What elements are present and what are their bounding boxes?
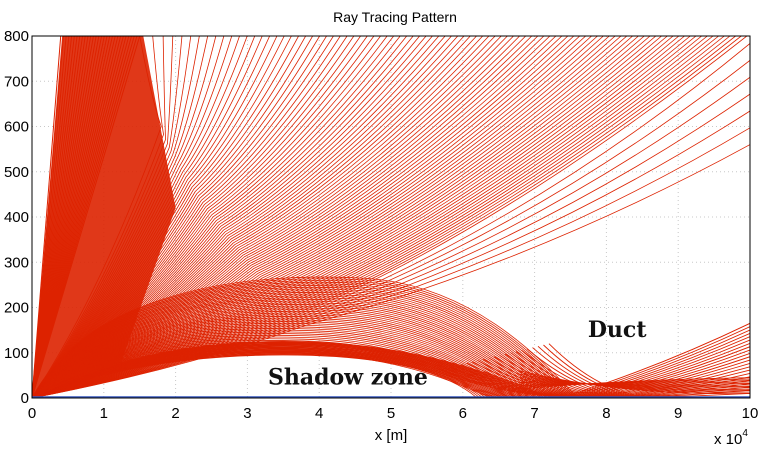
ray-bending xyxy=(32,36,209,398)
ray-trapped xyxy=(32,278,577,398)
y-tick-label: 100 xyxy=(4,345,29,362)
ray-lines xyxy=(32,36,750,398)
y-tick-label: 800 xyxy=(4,28,29,45)
ray-trapped xyxy=(32,298,553,398)
y-tick-label: 600 xyxy=(4,119,29,136)
ray-bending xyxy=(32,36,465,398)
ray-bending xyxy=(32,127,750,398)
ray-trapped xyxy=(32,304,547,398)
ray-bending xyxy=(32,36,557,398)
ray-bending xyxy=(32,36,217,398)
ray-bending xyxy=(32,36,616,398)
annotation-label: Shadow zone xyxy=(268,364,428,390)
x-tick-label: 7 xyxy=(530,405,538,422)
chart-title: Ray Tracing Pattern xyxy=(333,9,457,25)
ray-trapped xyxy=(32,295,557,398)
y-tick-label: 500 xyxy=(4,164,29,181)
ray-trapped xyxy=(32,309,541,398)
y-tick-labels: 0 100 200 300 400 500 600 700 800 xyxy=(4,28,29,407)
ray-trapped xyxy=(32,297,555,398)
plot-frame xyxy=(31,35,751,399)
ray-bending xyxy=(32,36,742,398)
x-multiplier-base: x 10 xyxy=(714,431,742,448)
ray-bending xyxy=(32,36,520,398)
ray-trapped xyxy=(32,316,533,398)
ray-duct-low xyxy=(520,376,750,389)
annotation-label: Duct xyxy=(588,317,647,343)
ray-bending xyxy=(32,36,166,398)
ray-duct-low xyxy=(520,381,750,385)
ray-bending xyxy=(32,36,225,398)
ray-bending xyxy=(32,36,183,398)
x-tick-labels: 0 1 2 3 4 5 6 7 8 9 10 xyxy=(28,405,759,422)
ray-trapped xyxy=(32,319,529,398)
y-tick-label: 400 xyxy=(4,209,29,226)
ray-bending xyxy=(32,36,545,398)
ray-trapped xyxy=(32,314,535,398)
ray-duct-low xyxy=(520,375,750,390)
ray-bending xyxy=(32,36,200,398)
x-tick-label: 10 xyxy=(742,405,759,422)
ray-trapped xyxy=(32,286,567,398)
ray-trapped xyxy=(32,307,543,398)
x-multiplier-exponent: 4 xyxy=(742,428,748,439)
ray-duct-low xyxy=(520,380,750,387)
x-tick-label: 9 xyxy=(674,405,682,422)
annotations: Duct Shadow zone xyxy=(268,317,647,391)
ray-trapped xyxy=(32,317,531,398)
x-tick-label: 6 xyxy=(459,405,467,422)
ray-bending xyxy=(32,76,750,398)
x-tick-label: 1 xyxy=(100,405,108,422)
ray-trapped xyxy=(32,280,575,398)
ray-trapped xyxy=(32,281,573,398)
x-tick-label: 4 xyxy=(315,405,323,422)
ray-bending xyxy=(32,36,736,398)
ray-bending xyxy=(32,36,162,398)
y-tick-label: 200 xyxy=(4,300,29,317)
ray-duct-low xyxy=(520,381,750,385)
x-tick-label: 2 xyxy=(171,405,179,422)
ray-trapped xyxy=(32,312,537,398)
x-axis-label: x [m] xyxy=(375,427,408,444)
ray-duct-low xyxy=(520,372,750,393)
x-tick-label: 5 xyxy=(387,405,395,422)
ray-duct-low xyxy=(520,378,750,388)
y-tick-label: 700 xyxy=(4,73,29,90)
ray-trapped xyxy=(32,300,551,398)
ray-trapped xyxy=(32,292,561,398)
x-tick-label: 8 xyxy=(602,405,610,422)
ray-bending xyxy=(32,36,164,398)
ray-duct-low xyxy=(520,377,750,390)
ray-duct-low xyxy=(520,370,750,395)
ray-bending xyxy=(32,36,604,398)
x-multiplier: x 104 xyxy=(714,428,748,448)
x-tick-label: 3 xyxy=(243,405,251,422)
ray-bending xyxy=(32,43,750,398)
ray-duct-low xyxy=(520,378,750,388)
ray-trapped xyxy=(32,305,545,398)
ray-duct-low xyxy=(520,373,750,392)
ray-duct-low xyxy=(520,380,750,386)
x-tick-label: 0 xyxy=(28,405,36,422)
ray-bending xyxy=(32,36,233,398)
ray-trapped xyxy=(32,293,559,398)
ray-trapped xyxy=(32,288,565,398)
ray-trapped xyxy=(32,321,527,398)
ray-trapped xyxy=(32,283,571,398)
ray-bending xyxy=(32,36,192,398)
y-tick-label: 300 xyxy=(4,254,29,271)
ray-bending xyxy=(32,144,750,398)
ray-bending xyxy=(32,36,174,398)
y-tick-label: 0 xyxy=(21,390,29,407)
